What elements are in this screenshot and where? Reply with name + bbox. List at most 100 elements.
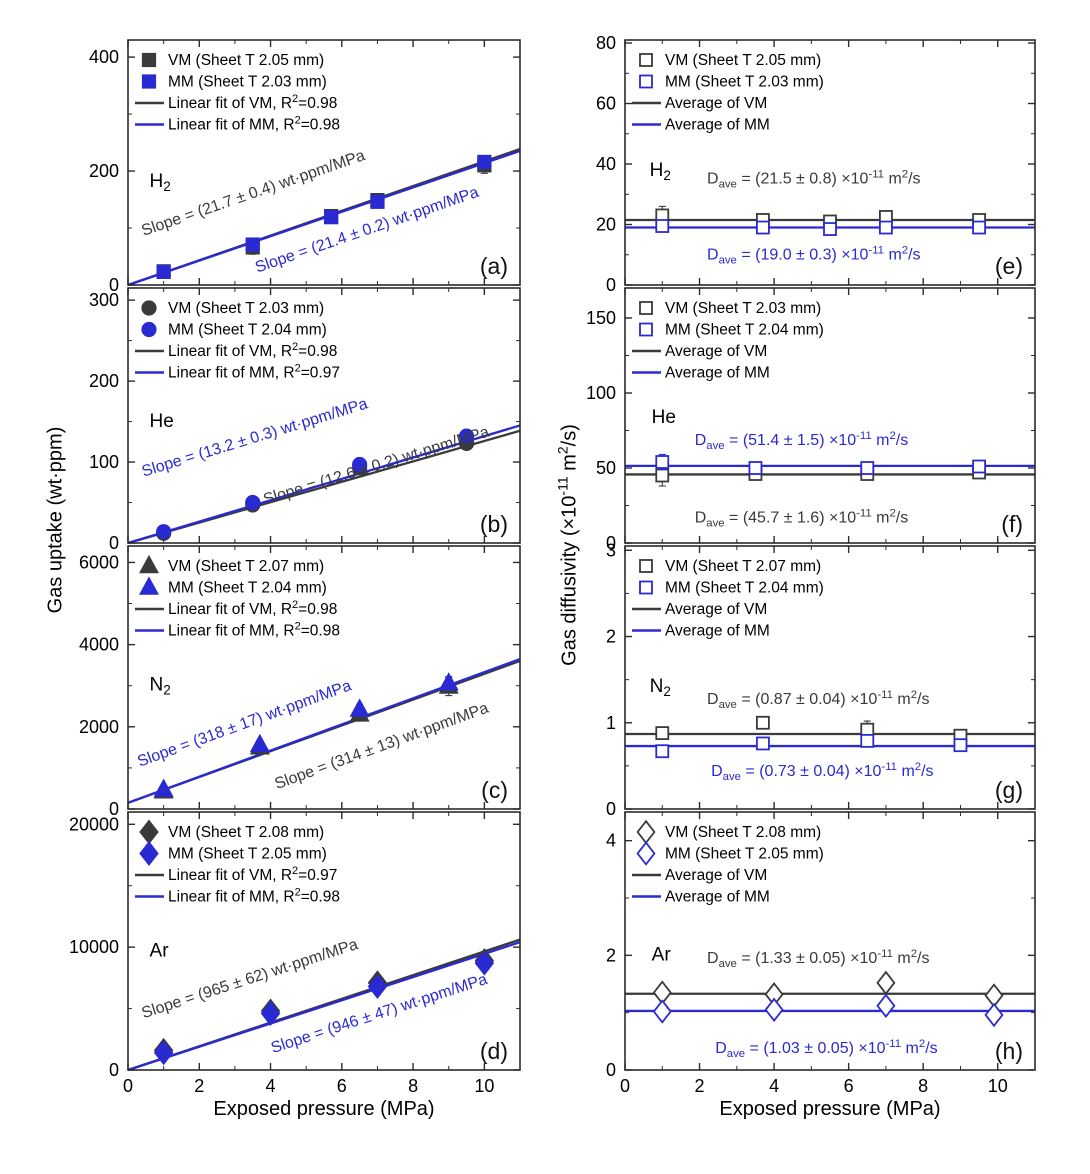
plot-frame bbox=[127, 545, 521, 810]
chart-svg-h: 0 2 4 6 8 10 0 2 4 VM (Sheet T 2.08 mm) MM (Sheet … bbox=[606, 811, 1036, 1096]
legend-label: MM (Sheet T 2.04 mm) bbox=[168, 580, 327, 597]
panel-label: (e) bbox=[995, 253, 1023, 279]
y-tick-label: 3 bbox=[606, 540, 616, 560]
chart-svg-d: 0 2 4 6 8 10 0 10000 20000 VM (Sheet T 2.08 mm) MM… bbox=[69, 811, 521, 1096]
marker-circle bbox=[141, 321, 157, 338]
gas-label: He bbox=[150, 411, 174, 432]
y-tick-label: 20000 bbox=[69, 814, 119, 834]
marker-square bbox=[639, 74, 653, 89]
marker-circle bbox=[352, 456, 368, 473]
x-axis-label-left: Exposed pressure (MPa) bbox=[213, 1098, 435, 1120]
y-tick-label: 0 bbox=[109, 275, 119, 295]
annotation: Dave = (45.7 ± 1.6) ×10-11 m2/s bbox=[695, 508, 909, 530]
marker-diamond bbox=[153, 1040, 174, 1066]
marker-triangle bbox=[138, 554, 160, 574]
marker-diamond bbox=[139, 819, 159, 845]
y-tick-label: 4000 bbox=[79, 635, 119, 655]
x-tick-label: 4 bbox=[769, 1076, 779, 1096]
chart-svg-c: 0 2000 4000 6000 VM (Sheet T 2.07 mm) MM (She… bbox=[79, 545, 521, 819]
legend-label: MM (Sheet T 2.03 mm) bbox=[168, 74, 327, 91]
panel-label: (f) bbox=[1001, 511, 1023, 537]
marker-square bbox=[756, 736, 770, 751]
plot-frame bbox=[127, 811, 521, 1071]
marker-square bbox=[370, 194, 385, 209]
y-tick-label: 10000 bbox=[69, 937, 119, 957]
legend-label: Average of MM bbox=[665, 889, 770, 906]
fit-line bbox=[127, 149, 521, 287]
y-tick-label: 50 bbox=[596, 458, 616, 478]
legend-label: Linear fit of MM, R2=0.98 bbox=[168, 621, 340, 640]
plot-frame bbox=[624, 39, 1036, 286]
legend-label: Linear fit of VM, R2=0.98 bbox=[168, 341, 337, 360]
marker-square bbox=[655, 219, 670, 233]
panel-c-n2-uptake-chart: 0 2000 4000 6000 VM (Sheet T 2.07 mm) MM (She… bbox=[79, 545, 521, 819]
annotation: Slope = (13.2 ± 0.3) wt·ppm/MPa bbox=[140, 395, 370, 480]
marker-square bbox=[141, 74, 157, 89]
marker-square bbox=[477, 154, 492, 170]
y-tick-label: 150 bbox=[586, 308, 616, 328]
marker-triangle bbox=[249, 733, 270, 753]
annotation: Slope = (12.6 ± 0.2) wt·ppm/MPa bbox=[261, 424, 491, 509]
legend-label: VM (Sheet T 2.07 mm) bbox=[665, 558, 821, 575]
legend-label: Linear fit of MM, R2=0.98 bbox=[168, 887, 340, 906]
legend-label: VM (Sheet T 2.05 mm) bbox=[665, 52, 821, 69]
y-axis-label-gas-diffusivity: Gas diffusivity (×10-11 m2/s) bbox=[554, 424, 581, 666]
y-tick-label: 200 bbox=[89, 161, 119, 181]
marker-circle bbox=[156, 524, 172, 540]
marker-square bbox=[953, 738, 968, 753]
legend-label: Average of MM bbox=[665, 365, 770, 382]
y-tick-label: 0 bbox=[606, 275, 616, 295]
legend-label: MM (Sheet T 2.04 mm) bbox=[168, 322, 327, 339]
legend-label: VM (Sheet T 2.03 mm) bbox=[168, 300, 324, 317]
legend-label: VM (Sheet T 2.07 mm) bbox=[168, 558, 324, 575]
marker-square bbox=[156, 264, 171, 279]
panel-a-h2-uptake-chart: 0 200 400 VM (Sheet T 2.05 mm) MM (Sheet T 2… bbox=[89, 39, 521, 295]
x-tick-label: 0 bbox=[620, 1076, 630, 1096]
legend-label: Average of VM bbox=[665, 95, 767, 112]
x-axis-label-right: Exposed pressure (MPa) bbox=[719, 1098, 941, 1120]
marker-square bbox=[639, 322, 653, 337]
panel-label: (b) bbox=[480, 511, 508, 537]
y-tick-label: 80 bbox=[596, 33, 616, 53]
marker-triangle bbox=[138, 576, 160, 595]
annotation: Dave = (1.03 ± 0.05) ×10-11 m2/s bbox=[715, 1038, 937, 1060]
marker-diamond bbox=[652, 999, 672, 1024]
gas-label: N2 bbox=[150, 675, 171, 698]
annotation: Dave = (21.5 ± 0.8) ×10-11 m2/s bbox=[707, 168, 921, 190]
legend-label: Linear fit of MM, R2=0.98 bbox=[168, 115, 340, 134]
annotation: Slope = (965 ± 62) wt·ppm/MPa bbox=[140, 936, 360, 1022]
marker-diamond bbox=[636, 841, 656, 866]
marker-diamond bbox=[876, 970, 896, 996]
annotation: Dave = (51.4 ± 1.5) ×10-11 m2/s bbox=[695, 430, 909, 452]
legend-label: MM (Sheet T 2.04 mm) bbox=[665, 322, 824, 339]
marker-diamond bbox=[764, 997, 784, 1023]
y-tick-label: 100 bbox=[89, 452, 119, 472]
legend-label: VM (Sheet T 2.05 mm) bbox=[168, 52, 324, 69]
marker-square bbox=[639, 53, 653, 67]
marker-square bbox=[756, 715, 770, 730]
annotation: Dave = (0.73 ± 0.04) ×10-11 m2/s bbox=[711, 761, 933, 783]
marker-square bbox=[860, 461, 875, 475]
y-tick-label: 2000 bbox=[79, 717, 119, 737]
marker-square bbox=[324, 210, 339, 225]
plot-frame bbox=[624, 545, 1036, 810]
annotation: Slope = (314 ± 13) wt·ppm/MPa bbox=[273, 700, 491, 793]
y-tick-label: 20 bbox=[596, 215, 616, 235]
y-tick-label: 0 bbox=[109, 799, 119, 819]
y-tick-label: 300 bbox=[89, 290, 119, 310]
y-tick-label: 4 bbox=[606, 831, 616, 851]
marker-diamond bbox=[876, 993, 896, 1019]
x-tick-label: 2 bbox=[695, 1076, 705, 1096]
legend-label: MM (Sheet T 2.04 mm) bbox=[665, 580, 824, 597]
plot-frame bbox=[127, 39, 521, 286]
marker-diamond bbox=[474, 950, 495, 976]
marker-diamond bbox=[636, 819, 656, 845]
panel-d-ar-uptake-chart: 0 2 4 6 8 10 0 10000 20000 VM (Sheet T 2.08 mm) MM… bbox=[69, 811, 521, 1096]
x-tick-label: 4 bbox=[266, 1076, 276, 1096]
marker-square bbox=[756, 220, 770, 235]
fit-line bbox=[127, 658, 521, 804]
gas-label: He bbox=[652, 407, 676, 428]
gas-label: H2 bbox=[650, 160, 671, 183]
chart-svg-a: 0 200 400 VM (Sheet T 2.05 mm) MM (Sheet T 2… bbox=[89, 39, 521, 295]
